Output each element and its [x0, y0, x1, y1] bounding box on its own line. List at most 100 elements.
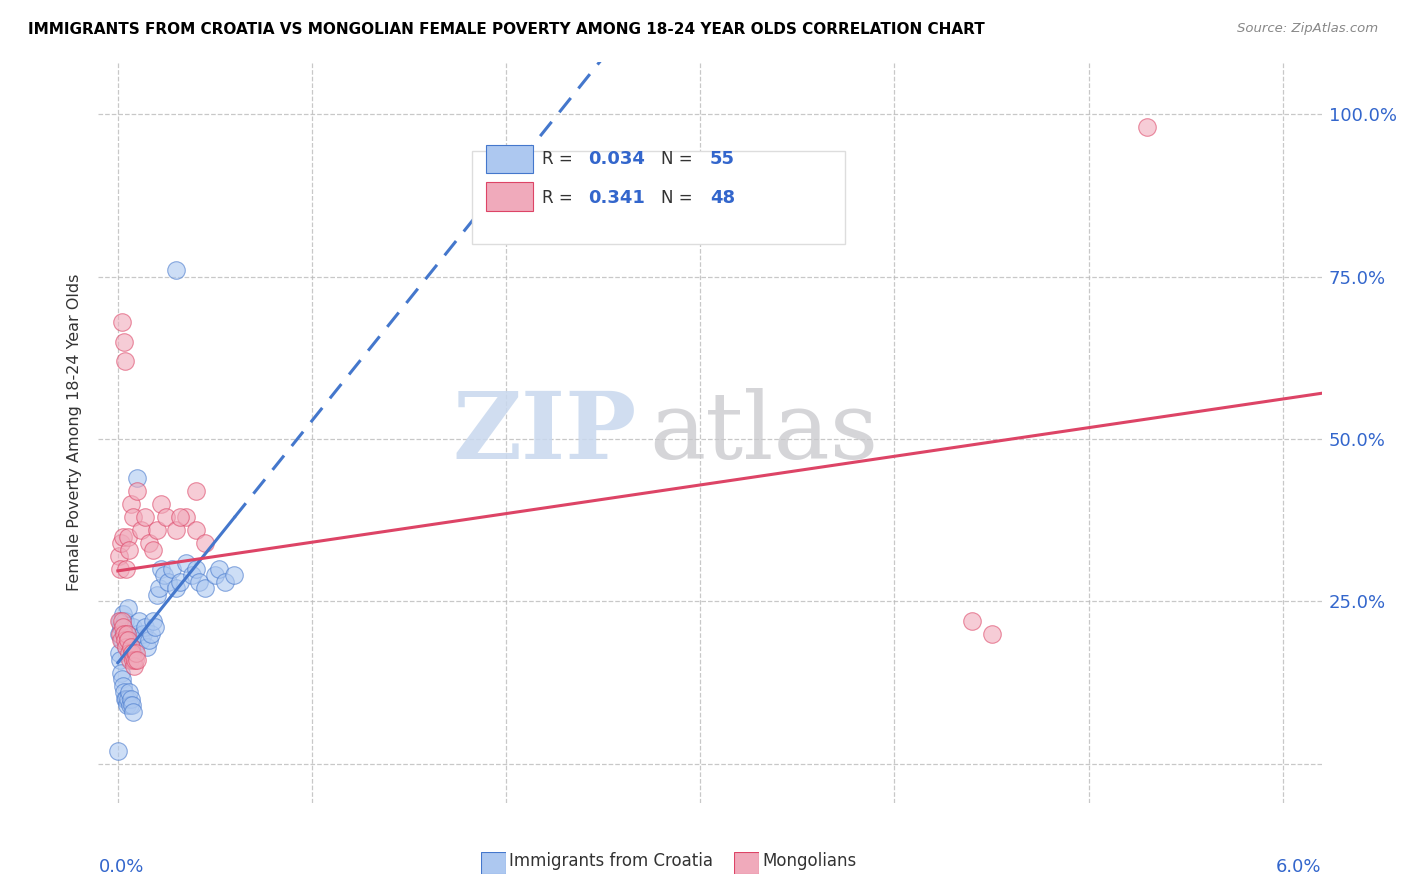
Point [960, 614, 983, 628]
Point [121, 698, 143, 713]
Point [149, 562, 172, 576]
Point [118, 542, 141, 557]
Point [114, 692, 136, 706]
FancyBboxPatch shape [471, 152, 845, 244]
Point [108, 653, 131, 667]
Point [184, 484, 207, 499]
Point [139, 627, 162, 641]
Point [110, 620, 132, 634]
Point [122, 653, 145, 667]
Point [142, 614, 165, 628]
Point [110, 665, 132, 680]
Point [980, 627, 1002, 641]
Point [136, 640, 159, 654]
Point [214, 574, 236, 589]
Point [121, 647, 143, 661]
Point [115, 640, 138, 654]
Point [107, 744, 129, 758]
Text: atlas: atlas [648, 388, 879, 477]
Point [115, 692, 138, 706]
Text: Immigrants from Croatia: Immigrants from Croatia [509, 852, 713, 870]
Point [112, 620, 135, 634]
Point [145, 523, 167, 537]
Point [108, 614, 131, 628]
Point [120, 692, 142, 706]
Point [174, 510, 197, 524]
Point [112, 627, 135, 641]
Text: 6.0%: 6.0% [1277, 858, 1322, 876]
Point [108, 614, 131, 628]
Point [117, 633, 139, 648]
Point [155, 510, 177, 524]
Point [124, 653, 146, 667]
Text: R =: R = [543, 189, 578, 207]
Text: Mongolians: Mongolians [762, 852, 856, 870]
Point [111, 315, 134, 329]
Point [127, 471, 149, 485]
Y-axis label: Female Poverty Among 18-24 Year Olds: Female Poverty Among 18-24 Year Olds [67, 274, 83, 591]
Point [114, 633, 136, 648]
Text: 0.0%: 0.0% [98, 858, 143, 876]
Point [108, 627, 131, 641]
Point [112, 685, 135, 699]
Point [127, 484, 149, 499]
Text: N =: N = [661, 150, 697, 168]
Point [165, 582, 187, 596]
Text: 0.341: 0.341 [588, 189, 644, 207]
Point [184, 523, 207, 537]
Point [108, 627, 131, 641]
Point [129, 523, 152, 537]
Text: 55: 55 [710, 150, 735, 168]
Point [110, 536, 132, 550]
Point [157, 574, 180, 589]
Point [124, 640, 146, 654]
Point [180, 568, 202, 582]
Point [125, 653, 148, 667]
Point [160, 562, 183, 576]
Point [125, 647, 148, 661]
Point [122, 620, 145, 634]
Point [118, 698, 141, 713]
Point [169, 510, 191, 524]
Point [118, 647, 141, 661]
Point [114, 614, 136, 628]
Point [132, 627, 155, 641]
Point [114, 354, 136, 368]
Text: Source: ZipAtlas.com: Source: ZipAtlas.com [1237, 22, 1378, 36]
Point [153, 568, 176, 582]
Point [122, 705, 145, 719]
Point [120, 633, 142, 648]
Point [111, 673, 134, 687]
Point [120, 640, 142, 654]
Point [224, 568, 246, 582]
Point [129, 633, 152, 648]
Point [165, 263, 187, 277]
Point [174, 556, 197, 570]
Point [208, 562, 231, 576]
Point [134, 510, 156, 524]
Point [117, 692, 139, 706]
Point [188, 574, 211, 589]
Point [115, 627, 138, 641]
Point [143, 620, 166, 634]
Point [1136, 120, 1159, 135]
Point [165, 523, 187, 537]
Point [184, 562, 207, 576]
Text: 48: 48 [710, 189, 735, 207]
Text: R =: R = [543, 150, 578, 168]
Point [111, 607, 134, 622]
Point [148, 582, 170, 596]
Point [122, 659, 145, 673]
Point [204, 568, 226, 582]
Point [110, 633, 132, 648]
Point [117, 529, 139, 543]
Point [122, 510, 145, 524]
Point [142, 542, 165, 557]
Point [169, 574, 191, 589]
Point [138, 633, 160, 648]
Point [114, 562, 136, 576]
Point [134, 620, 156, 634]
Point [194, 582, 217, 596]
Text: IMMIGRANTS FROM CROATIA VS MONGOLIAN FEMALE POVERTY AMONG 18-24 YEAR OLDS CORREL: IMMIGRANTS FROM CROATIA VS MONGOLIAN FEM… [28, 22, 984, 37]
Point [138, 536, 160, 550]
